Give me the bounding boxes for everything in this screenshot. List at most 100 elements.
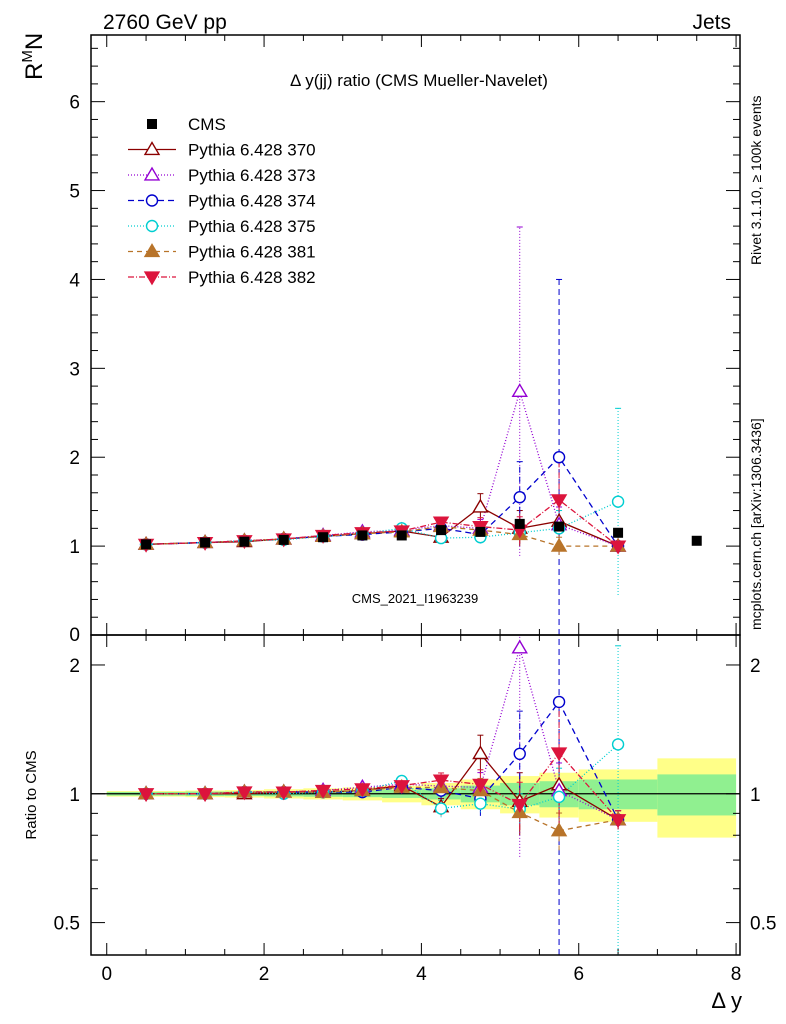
series-ratio-marker bbox=[511, 798, 528, 813]
y-tick-label: 1 bbox=[69, 537, 80, 558]
y-axis-label-top: RMN bbox=[19, 33, 48, 80]
legend-label: Pythia 6.428 370 bbox=[188, 141, 316, 160]
series-ratio-marker bbox=[432, 774, 450, 789]
ratio-M: M bbox=[19, 50, 36, 63]
legend-marker bbox=[145, 194, 159, 207]
x-axis-label: Δ y bbox=[711, 988, 742, 1013]
ratio-N: N bbox=[21, 33, 48, 50]
legend-entry: Pythia 6.428 382 bbox=[128, 268, 316, 287]
header-right: Jets bbox=[692, 11, 731, 34]
y-tick-label: 5 bbox=[69, 182, 80, 203]
series-line bbox=[146, 525, 619, 547]
band-inner bbox=[657, 774, 737, 816]
series-ratio-marker bbox=[511, 639, 528, 654]
series-ratio-marker bbox=[550, 747, 568, 762]
legend: CMS Pythia 6.428 370 Pythia 6.428 373 Pythi… bbox=[128, 115, 316, 287]
legend-marker bbox=[147, 119, 157, 129]
y-tick-label: 2 bbox=[69, 656, 80, 677]
y-axis-label-bottom: Ratio to CMS bbox=[23, 750, 40, 839]
cms-data-point bbox=[357, 530, 368, 541]
cms-data-point bbox=[691, 535, 702, 546]
series-marker bbox=[432, 516, 450, 531]
series-marker bbox=[550, 494, 568, 509]
series-ratio-line bbox=[146, 751, 619, 821]
series-ratio-marker bbox=[609, 814, 627, 829]
legend-entry: Pythia 6.428 374 bbox=[128, 192, 316, 211]
y-tick-label: 2 bbox=[69, 448, 80, 469]
series-markers bbox=[137, 383, 702, 837]
y-tick-label: 3 bbox=[69, 359, 80, 380]
ratio-R: R bbox=[21, 63, 48, 80]
x-tick-label: 4 bbox=[416, 964, 427, 985]
legend-label: Pythia 6.428 375 bbox=[188, 217, 316, 236]
series-ratio-marker bbox=[472, 745, 489, 760]
cms-data-point bbox=[613, 527, 624, 538]
legend-marker bbox=[143, 271, 161, 286]
uncertainty-bands bbox=[91, 758, 740, 838]
legend-label: Pythia 6.428 374 bbox=[188, 192, 316, 211]
legend-label: CMS bbox=[188, 115, 226, 134]
series-ratio-marker bbox=[513, 747, 526, 761]
series-marker bbox=[611, 495, 625, 508]
series-line bbox=[146, 506, 619, 547]
series-marker bbox=[550, 537, 568, 552]
legend-entry: Pythia 6.428 370 bbox=[128, 141, 316, 160]
cms-data-point bbox=[318, 532, 329, 543]
series-ratio-marker bbox=[275, 786, 292, 801]
series-marker bbox=[609, 540, 627, 555]
y-tick-label: 1 bbox=[750, 785, 761, 806]
legend-marker bbox=[143, 243, 161, 258]
cms-data-point bbox=[239, 536, 250, 547]
cms-data-point bbox=[278, 534, 289, 545]
bottom-plot-frame bbox=[90, 634, 741, 956]
series-ratio-marker bbox=[354, 783, 371, 798]
series-ratio-marker bbox=[550, 822, 568, 837]
y-tick-label: 4 bbox=[69, 270, 80, 291]
cms-data-point bbox=[200, 537, 211, 548]
y-tick-label: 6 bbox=[69, 93, 80, 114]
legend-entry: CMS bbox=[147, 115, 226, 134]
legend-label: Pythia 6.428 381 bbox=[188, 243, 316, 262]
legend-label: Pythia 6.428 373 bbox=[188, 166, 316, 185]
x-tick-label: 6 bbox=[573, 964, 584, 985]
legend-label: Pythia 6.428 382 bbox=[188, 268, 316, 287]
plot-title: Δ y(jj) ratio (CMS Mueller-Navelet) bbox=[290, 71, 548, 90]
axis-ticks: 0 2 4 6 8 1 2 3 4 5 6 0 0.5 0.5 1 1 2 2 bbox=[54, 35, 776, 985]
header-left: 2760 GeV pp bbox=[103, 11, 227, 34]
cms-data-point bbox=[396, 530, 407, 541]
cms-data-point bbox=[514, 518, 525, 529]
series-ratio-marker bbox=[552, 790, 566, 804]
series-ratio-line bbox=[146, 752, 619, 821]
legend-entry: Pythia 6.428 375 bbox=[128, 217, 316, 236]
series-marker bbox=[472, 498, 489, 513]
series-ratio-marker bbox=[474, 797, 487, 810]
series-marker bbox=[552, 451, 566, 464]
series-ratio-marker bbox=[434, 802, 448, 815]
series-ratio-marker bbox=[137, 788, 155, 803]
legend-entry: Pythia 6.428 381 bbox=[128, 243, 316, 262]
series-marker bbox=[511, 383, 528, 398]
x-tick-label: 2 bbox=[259, 964, 270, 985]
series-ratio-marker bbox=[314, 784, 332, 799]
series-ratio-marker bbox=[196, 788, 214, 803]
x-tick-label: 0 bbox=[101, 964, 112, 985]
y-tick-label: 1 bbox=[69, 785, 80, 806]
legend-marker bbox=[145, 219, 159, 233]
cms-data-point bbox=[436, 525, 447, 536]
legend-marker bbox=[143, 166, 161, 181]
x-tick-label: 8 bbox=[731, 964, 742, 985]
y-tick-label: 2 bbox=[750, 656, 761, 677]
series-line bbox=[146, 499, 619, 547]
series-marker bbox=[513, 491, 526, 504]
series-ratio-marker bbox=[236, 786, 253, 801]
series-ratio-marker bbox=[393, 780, 410, 795]
y-tick-label: 0.5 bbox=[750, 914, 776, 935]
side-label-rivet: Rivet 3.1.10, ≥ 100k events bbox=[748, 95, 764, 265]
series-ratio-line bbox=[146, 645, 619, 821]
watermark: CMS_2021_I1963239 bbox=[352, 591, 479, 606]
series-ratio-marker bbox=[611, 738, 625, 751]
side-label-mcplots: mcplots.cern.ch [arXiv:1306.3436] bbox=[748, 418, 764, 630]
cms-data-point bbox=[475, 526, 486, 537]
legend-entry: Pythia 6.428 373 bbox=[128, 166, 316, 185]
